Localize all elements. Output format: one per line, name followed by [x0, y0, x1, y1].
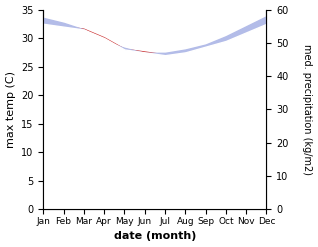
- Y-axis label: max temp (C): max temp (C): [5, 71, 16, 148]
- Y-axis label: med. precipitation (kg/m2): med. precipitation (kg/m2): [302, 44, 313, 175]
- X-axis label: date (month): date (month): [114, 231, 196, 242]
